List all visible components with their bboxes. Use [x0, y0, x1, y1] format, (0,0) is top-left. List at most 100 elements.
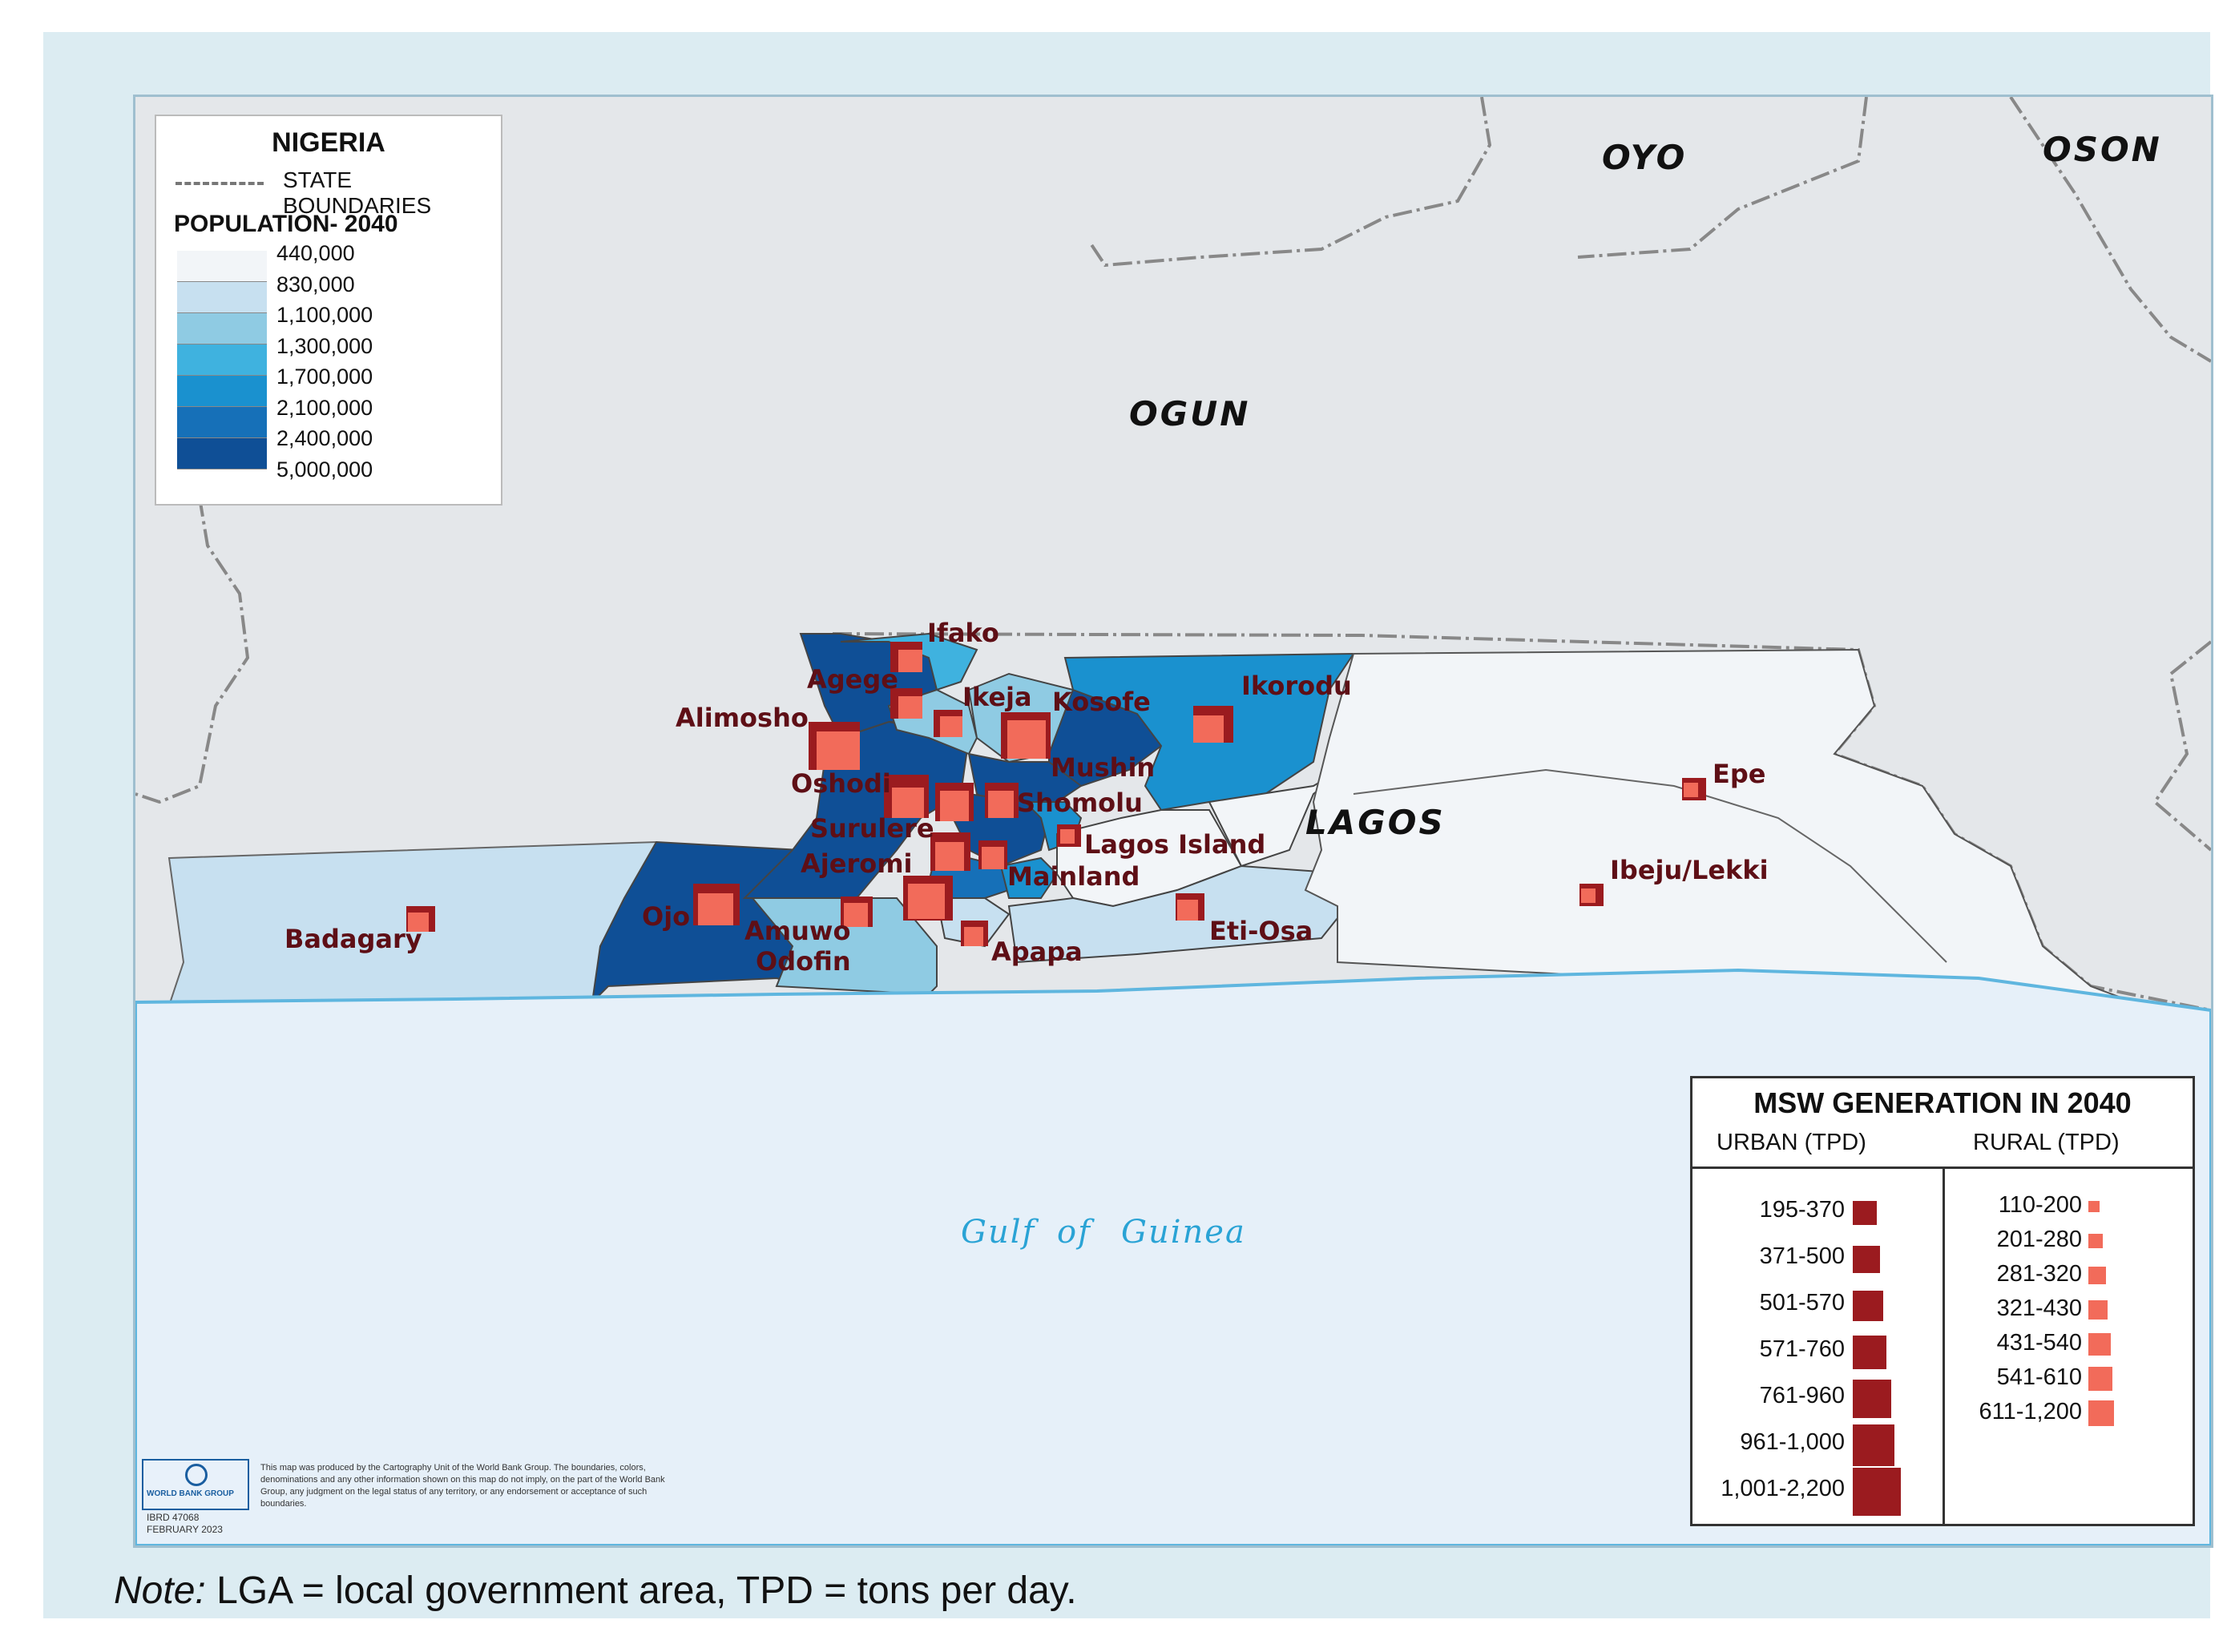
population-tick-labels: 440,000 830,000 1,100,000 1,300,000 1,700,00… [276, 238, 373, 485]
lga-label-ikeja: Ikeja [962, 682, 1032, 712]
msw-rural-amuwo-odofin [844, 903, 868, 927]
msw-rural-kosofe [1007, 720, 1046, 759]
population-swatch [177, 345, 267, 376]
state-boundary [2009, 97, 2211, 363]
population-tick-label: 1,100,000 [276, 303, 373, 327]
state-label-oyo: OYO [1602, 138, 1687, 177]
state-label-oson: OSON [2043, 130, 2162, 169]
msw-rural-ifako [898, 650, 922, 672]
lga-label-ikorodu: Ikorodu [1241, 671, 1352, 701]
msw-rural-symbol [2088, 1367, 2112, 1391]
msw-rural-symbol [2088, 1201, 2100, 1212]
msw-urban-symbol [1853, 1336, 1886, 1369]
population-color-ramp [177, 251, 267, 469]
lagoon-shore [1353, 768, 1947, 963]
msw-urban-range-label: 501-570 [1759, 1290, 1845, 1316]
msw-rural-ibeju-lekki [1581, 888, 1596, 903]
world-bank-logo: WORLD BANK GROUP [142, 1459, 249, 1510]
msw-legend: MSW GENERATION IN 2040 URBAN (TPD) RURAL… [1690, 1076, 2195, 1526]
msw-urban-range-label: 761-960 [1759, 1383, 1845, 1408]
msw-urban-header: URBAN (TPD) [1717, 1130, 1866, 1155]
population-tick-label: 2,400,000 [276, 426, 373, 450]
msw-urban-range-label: 371-500 [1759, 1243, 1845, 1269]
msw-rural-agege [898, 696, 922, 719]
msw-urban-range-label: 1,001-2,200 [1721, 1476, 1845, 1501]
map-canvas: OYO OSON OGUN LAGOS Gulf of Guinea [135, 97, 2211, 1545]
map-credit: WORLD BANK GROUP IBRD 47068 FEBRUARY 202… [142, 1459, 687, 1539]
msw-rural-eti-osa [1177, 900, 1198, 921]
population-tick-label: 440,000 [276, 241, 355, 265]
msw-legend-title: MSW GENERATION IN 2040 [1753, 1086, 2132, 1119]
lga-label-shomolu: Shomolu [1017, 788, 1143, 818]
ibrd-number: IBRD 47068 [147, 1512, 200, 1523]
logo-text: WORLD BANK GROUP [147, 1489, 234, 1498]
msw-rural-alimosho [817, 731, 860, 770]
msw-rural-badagary [408, 913, 429, 932]
water-label-guinea: Guinea [1121, 1214, 1246, 1251]
globe-icon [185, 1464, 208, 1486]
lga-label-lagos-island: Lagos Island [1084, 829, 1265, 860]
msw-rural-ikeja [940, 716, 962, 737]
population-tick-label: 5,000,000 [276, 457, 373, 481]
state-boundary [1087, 97, 1492, 268]
state-boundary [2152, 640, 2211, 852]
water-label-gulf: Gulf [961, 1214, 1039, 1251]
note-text: LGA = local government area, TPD = tons … [205, 1569, 1077, 1612]
msw-rural-mainland-south [908, 884, 945, 919]
state-boundary [1577, 97, 1868, 259]
legend-country-title: NIGERIA [272, 127, 385, 158]
state-label-ogun: OGUN [1129, 394, 1250, 433]
msw-legend-column-divider [1943, 1166, 1945, 1524]
msw-rural-symbol [2088, 1234, 2103, 1248]
msw-rural-epe [1684, 783, 1698, 797]
lga-label-eti-osa: Eti-Osa [1209, 916, 1313, 946]
msw-urban-symbol [1853, 1424, 1894, 1466]
population-legend-title: POPULATION- 2040 [174, 211, 398, 237]
lga-label-ajeromi: Ajeromi [801, 848, 913, 879]
msw-rural-shomolu [988, 791, 1014, 818]
lga-label-epe: Epe [1713, 759, 1765, 789]
population-tick-label: 830,000 [276, 272, 355, 296]
state-label-lagos: LAGOS [1305, 803, 1446, 842]
note-prefix: Note: [114, 1569, 206, 1612]
lga-label-alimosho: Alimosho [676, 703, 809, 733]
state-boundary-symbol [175, 182, 264, 185]
msw-urban-symbol [1853, 1291, 1883, 1321]
lga-label-badagary: Badagary [284, 924, 422, 954]
population-tick-label: 2,100,000 [276, 395, 373, 420]
population-tick-label: 1,700,000 [276, 365, 373, 389]
population-swatch [177, 251, 267, 282]
msw-rural-header: RURAL (TPD) [1973, 1130, 2120, 1155]
lga-label-surulere: Surulere [810, 813, 934, 844]
msw-rural-range-label: 431-540 [1996, 1330, 2082, 1356]
state-boundaries-label: STATE BOUNDARIES [283, 167, 432, 218]
msw-rural-range-label: 611-1,200 [1979, 1399, 2082, 1424]
water-label-of: of [1057, 1214, 1095, 1251]
msw-rural-symbol [2088, 1300, 2108, 1320]
population-swatch [177, 282, 267, 313]
map-disclaimer: This map was produced by the Cartography… [260, 1463, 665, 1509]
population-legend: NIGERIA STATE BOUNDARIES POPULATION- 204… [155, 115, 502, 506]
state-boundary [135, 497, 250, 804]
msw-urban-symbol [1853, 1380, 1891, 1418]
msw-rural-oshodi [892, 788, 924, 818]
lga-label-ifako: Ifako [927, 618, 999, 648]
population-tick-label: 1,300,000 [276, 333, 373, 358]
figure-note: Note: LGA = local government area, TPD =… [114, 1569, 1077, 1613]
lga-label-ibeju-lekki: Ibeju/Lekki [1610, 855, 1769, 885]
msw-rural-ojo [698, 893, 733, 925]
population-swatch [177, 376, 267, 407]
msw-urban-range-label: 195-370 [1759, 1197, 1845, 1223]
lga-ajeromi [999, 856, 1059, 899]
population-swatch [177, 313, 267, 345]
msw-urban-symbol [1853, 1468, 1901, 1516]
lga-label-amuwo: Amuwo [744, 916, 850, 946]
msw-rural-range-label: 201-280 [1996, 1227, 2082, 1252]
map-date: FEBRUARY 2023 [147, 1524, 223, 1535]
msw-urban-symbol [1853, 1201, 1877, 1225]
msw-rural-mushin-oshodi [940, 791, 969, 821]
msw-rural-lagos-island [1060, 829, 1075, 844]
msw-rural-ajeromi [982, 847, 1004, 869]
lga-label-mushin: Mushin [1051, 752, 1155, 783]
